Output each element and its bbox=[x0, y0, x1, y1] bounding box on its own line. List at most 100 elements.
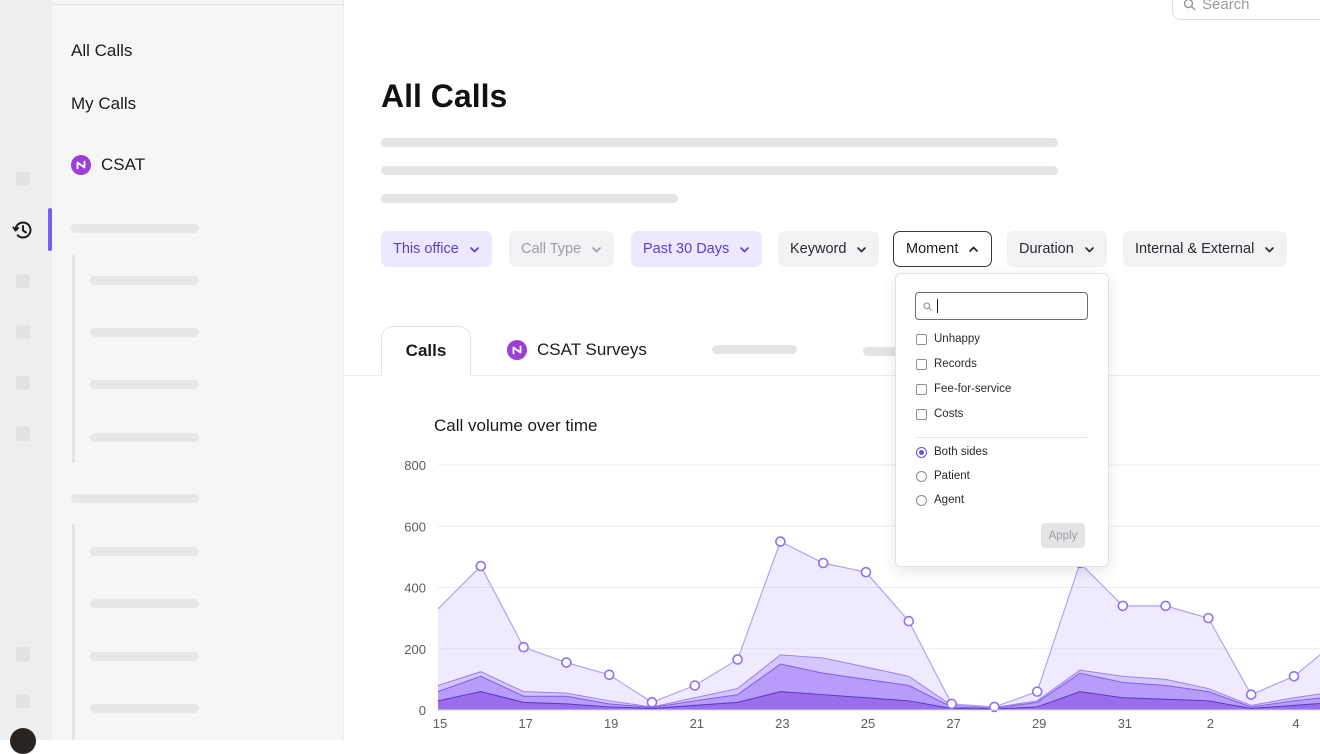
nav-icon[interactable] bbox=[16, 694, 30, 708]
sidebar-placeholder bbox=[90, 276, 199, 285]
chevron-down-icon bbox=[857, 246, 867, 252]
filter-call-type[interactable]: Call Type bbox=[509, 231, 615, 267]
history-icon[interactable] bbox=[11, 218, 35, 242]
nav-icon[interactable] bbox=[16, 325, 30, 339]
y-tick-label: 400 bbox=[404, 581, 426, 596]
sidebar-item-csat[interactable]: CSAT bbox=[71, 155, 145, 175]
sidebar-item-my-calls[interactable]: My Calls bbox=[71, 94, 136, 114]
description-placeholder bbox=[381, 166, 1058, 175]
sidebar-placeholder bbox=[90, 704, 199, 713]
data-point bbox=[1160, 600, 1171, 612]
sidebar-placeholder bbox=[71, 224, 199, 233]
data-point bbox=[775, 536, 786, 547]
tab-label: CSAT Surveys bbox=[537, 340, 647, 359]
x-tick-label: 15 bbox=[433, 716, 447, 731]
radio-button[interactable] bbox=[916, 494, 927, 506]
search-input[interactable]: Search bbox=[1172, 0, 1320, 20]
speaker-option-agent[interactable]: Agent bbox=[916, 494, 964, 506]
search-icon bbox=[1183, 0, 1196, 11]
checkbox[interactable] bbox=[916, 408, 927, 420]
search-placeholder: Search bbox=[1202, 0, 1250, 13]
tab-calls[interactable]: Calls bbox=[381, 326, 471, 376]
sidebar-item-label: CSAT bbox=[101, 155, 146, 174]
sidebar-item-all-calls[interactable]: All Calls bbox=[71, 41, 132, 61]
filter-label: Moment bbox=[906, 241, 959, 257]
speaker-option-both-sides[interactable]: Both sides bbox=[916, 446, 988, 458]
series-area-1 bbox=[438, 541, 1320, 710]
option-label: Fee-for-service bbox=[934, 383, 1012, 395]
sidebar-placeholder bbox=[90, 433, 199, 442]
series-line-2 bbox=[437, 654, 1320, 709]
speaker-option-patient[interactable]: Patient bbox=[916, 470, 970, 482]
x-tick-label: 23 bbox=[775, 716, 789, 731]
sidebar-placeholder bbox=[90, 547, 199, 556]
moment-option-records[interactable]: Records bbox=[916, 358, 977, 370]
filter-date-range[interactable]: Past 30 Days bbox=[631, 231, 763, 267]
checkbox[interactable] bbox=[916, 333, 927, 345]
tree-line bbox=[72, 254, 75, 463]
text-caret bbox=[937, 299, 938, 313]
filter-label: Past 30 Days bbox=[643, 241, 730, 257]
filter-moment[interactable]: Moment bbox=[893, 231, 993, 267]
csat-logo-icon bbox=[507, 340, 527, 360]
series-line-4 bbox=[437, 691, 1320, 710]
radio-button[interactable] bbox=[916, 446, 927, 458]
nav-icon[interactable] bbox=[16, 172, 30, 186]
filter-keyword[interactable]: Keyword bbox=[778, 231, 880, 267]
tree-line bbox=[72, 524, 75, 740]
filter-label: Call Type bbox=[521, 241, 582, 257]
option-label: Patient bbox=[934, 470, 970, 482]
series-line-3 bbox=[437, 663, 1320, 709]
data-point bbox=[946, 698, 957, 710]
y-tick-label: 600 bbox=[404, 519, 426, 534]
checkbox[interactable] bbox=[916, 383, 927, 395]
active-indicator bbox=[48, 208, 52, 251]
data-point bbox=[903, 615, 915, 627]
data-point bbox=[817, 557, 829, 569]
filter-duration[interactable]: Duration bbox=[1007, 231, 1107, 267]
series-area-3 bbox=[438, 664, 1320, 710]
nav-icon[interactable] bbox=[16, 647, 30, 661]
data-point bbox=[860, 566, 872, 578]
nav-icon[interactable] bbox=[16, 427, 30, 441]
moment-option-fee-for-service[interactable]: Fee-for-service bbox=[916, 383, 1011, 395]
moment-search-input[interactable] bbox=[915, 292, 1088, 320]
x-tick-label: 4 bbox=[1292, 716, 1299, 731]
y-tick-label: 200 bbox=[404, 642, 426, 657]
tabs-divider bbox=[344, 375, 1320, 376]
search-icon bbox=[923, 301, 932, 311]
checkbox[interactable] bbox=[916, 358, 927, 370]
data-point bbox=[1031, 686, 1043, 697]
series-area-2 bbox=[438, 654, 1320, 710]
x-tick-label: 29 bbox=[1032, 716, 1046, 731]
moment-dropdown: Unhappy Records Fee-for-service Costs Bo… bbox=[895, 273, 1109, 567]
sidebar-placeholder bbox=[90, 328, 199, 337]
divider bbox=[52, 4, 344, 5]
sidebar-placeholder bbox=[90, 652, 199, 661]
chevron-down-icon bbox=[592, 246, 601, 252]
radio-button[interactable] bbox=[916, 470, 927, 482]
tab-csat-surveys[interactable]: CSAT Surveys bbox=[507, 340, 647, 360]
x-tick-label: 2 bbox=[1207, 716, 1214, 731]
nav-icon[interactable] bbox=[16, 376, 30, 390]
x-tick-label: 25 bbox=[861, 716, 875, 731]
data-point bbox=[1288, 671, 1300, 682]
filter-this-office[interactable]: This office bbox=[381, 231, 492, 267]
nav-icon[interactable] bbox=[16, 274, 30, 288]
avatar[interactable] bbox=[10, 728, 36, 754]
sidebar: All Calls My Calls CSAT bbox=[52, 0, 344, 740]
divider bbox=[915, 437, 1087, 438]
apply-button[interactable]: Apply bbox=[1041, 523, 1085, 548]
data-point bbox=[646, 697, 658, 708]
data-point bbox=[561, 657, 572, 668]
filter-internal-external[interactable]: Internal & External bbox=[1123, 231, 1288, 267]
tab-placeholder bbox=[863, 347, 903, 356]
moment-option-unhappy[interactable]: Unhappy bbox=[916, 333, 980, 345]
moment-option-costs[interactable]: Costs bbox=[916, 408, 963, 420]
sidebar-item-label: All Calls bbox=[71, 41, 133, 60]
chart-title: Call volume over time bbox=[434, 416, 598, 435]
csat-logo-icon bbox=[71, 155, 91, 175]
x-tick-label: 17 bbox=[518, 716, 532, 731]
icon-rail bbox=[0, 0, 52, 754]
tab-placeholder bbox=[712, 345, 797, 354]
